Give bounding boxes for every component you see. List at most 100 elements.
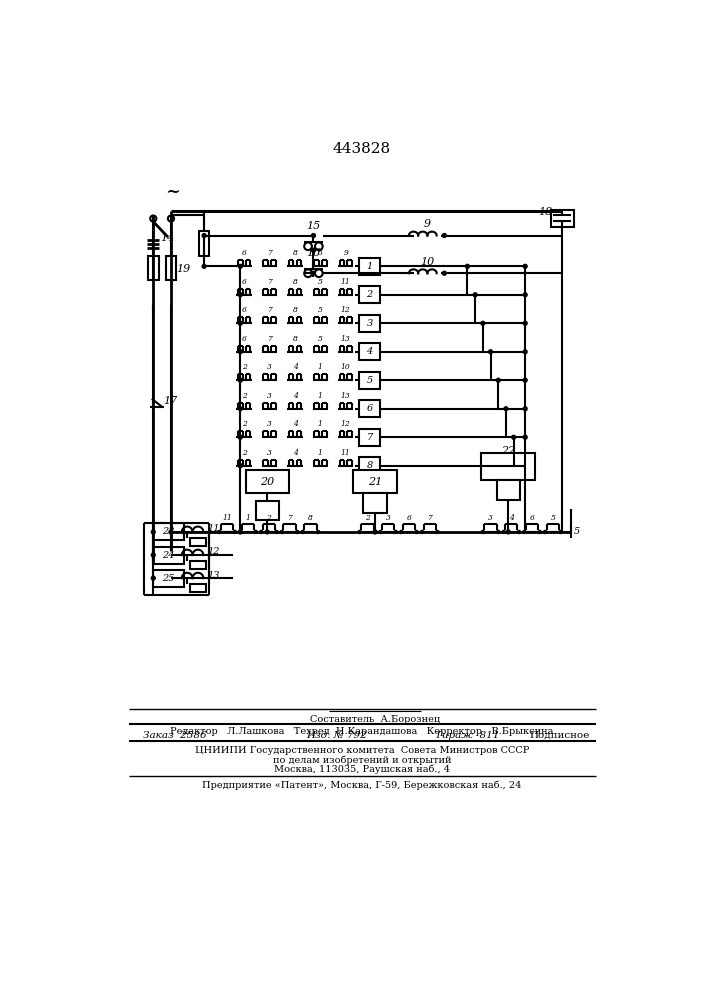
Circle shape <box>523 407 527 411</box>
Circle shape <box>254 530 257 533</box>
Text: ~: ~ <box>165 183 180 201</box>
Circle shape <box>238 530 243 534</box>
Circle shape <box>317 530 320 533</box>
Circle shape <box>481 321 485 325</box>
Circle shape <box>520 464 523 468</box>
Bar <box>190 538 206 546</box>
Circle shape <box>312 271 315 275</box>
Circle shape <box>506 530 510 534</box>
Text: 5: 5 <box>366 376 373 385</box>
Circle shape <box>358 530 361 533</box>
Circle shape <box>238 321 243 325</box>
Bar <box>359 400 380 417</box>
Circle shape <box>523 321 527 325</box>
Bar <box>497 480 520 500</box>
Text: 1: 1 <box>318 363 323 371</box>
Text: 2: 2 <box>242 449 247 457</box>
Circle shape <box>518 530 520 533</box>
Text: 12: 12 <box>341 306 351 314</box>
Bar <box>148 256 158 280</box>
Text: 1: 1 <box>366 262 373 271</box>
Circle shape <box>312 248 315 252</box>
Text: 5: 5 <box>318 335 323 343</box>
Circle shape <box>489 350 493 354</box>
Bar <box>354 470 397 493</box>
Bar <box>359 286 380 303</box>
Text: Тираж  811: Тираж 811 <box>436 731 500 740</box>
Text: 22: 22 <box>501 446 515 456</box>
Text: 3: 3 <box>267 449 272 457</box>
Bar <box>246 470 288 493</box>
Text: 2: 2 <box>242 420 247 428</box>
Text: 3: 3 <box>366 319 373 328</box>
Text: 5: 5 <box>573 527 580 536</box>
Circle shape <box>238 264 243 268</box>
Text: 2: 2 <box>242 392 247 400</box>
Text: 13: 13 <box>207 571 220 580</box>
Text: Редактор   Л.Лашкова   Техред  Н.Карандашова   Корректор   В.Брыксина: Редактор Л.Лашкова Техред Н.Карандашова … <box>170 727 554 736</box>
Bar <box>359 372 380 389</box>
Circle shape <box>538 530 542 533</box>
Circle shape <box>465 264 469 268</box>
Bar <box>359 429 380 446</box>
Text: 4: 4 <box>293 420 298 428</box>
Circle shape <box>497 530 500 533</box>
Text: 9: 9 <box>423 219 431 229</box>
Bar <box>153 547 184 564</box>
Text: 4: 4 <box>293 392 298 400</box>
Circle shape <box>523 350 527 354</box>
Text: 7: 7 <box>267 335 272 343</box>
Text: 6: 6 <box>242 278 247 286</box>
Text: 18: 18 <box>538 207 552 217</box>
Circle shape <box>238 378 243 382</box>
Text: 11: 11 <box>341 449 351 457</box>
Circle shape <box>523 530 526 533</box>
Text: 3: 3 <box>267 392 272 400</box>
Circle shape <box>523 464 527 468</box>
Text: 1: 1 <box>318 420 323 428</box>
Text: 2: 2 <box>242 363 247 371</box>
Text: 23: 23 <box>163 527 175 536</box>
Text: 8: 8 <box>293 306 298 314</box>
Circle shape <box>151 576 156 580</box>
Text: 19: 19 <box>176 264 190 274</box>
Bar <box>481 453 535 480</box>
Text: 7: 7 <box>287 514 292 522</box>
Circle shape <box>301 530 304 533</box>
Circle shape <box>169 530 173 534</box>
Bar <box>256 501 279 520</box>
Text: 1: 1 <box>318 392 323 400</box>
Text: 6: 6 <box>407 514 411 522</box>
Text: 13: 13 <box>341 335 351 343</box>
Text: 3: 3 <box>267 420 272 428</box>
Text: 11: 11 <box>207 524 220 533</box>
Text: 7: 7 <box>267 278 272 286</box>
Circle shape <box>504 407 508 411</box>
Circle shape <box>238 464 243 468</box>
Text: 21: 21 <box>368 477 382 487</box>
Text: 2: 2 <box>365 514 370 522</box>
Text: 3: 3 <box>267 363 272 371</box>
Text: 10: 10 <box>420 257 435 267</box>
Text: Москва, 113035, Раушская наб., 4: Москва, 113035, Раушская наб., 4 <box>274 764 450 774</box>
Circle shape <box>238 435 243 439</box>
Circle shape <box>312 234 315 237</box>
Text: 10: 10 <box>341 363 351 371</box>
Text: 8: 8 <box>366 461 373 470</box>
Bar <box>551 210 573 227</box>
Text: 12: 12 <box>341 420 351 428</box>
Circle shape <box>473 293 477 297</box>
Text: 9: 9 <box>344 249 349 257</box>
Text: 7: 7 <box>427 514 432 522</box>
Circle shape <box>379 530 382 533</box>
Text: 2: 2 <box>366 290 373 299</box>
Text: 24: 24 <box>163 551 175 560</box>
Circle shape <box>481 530 484 533</box>
Bar <box>359 343 380 360</box>
Text: 12: 12 <box>207 547 220 556</box>
Text: Предприятие «Патент», Москва, Г-59, Бережковская наб., 24: Предприятие «Патент», Москва, Г-59, Бере… <box>202 781 522 790</box>
Circle shape <box>265 530 269 534</box>
Circle shape <box>421 530 423 533</box>
Circle shape <box>238 350 243 354</box>
Circle shape <box>275 530 278 533</box>
